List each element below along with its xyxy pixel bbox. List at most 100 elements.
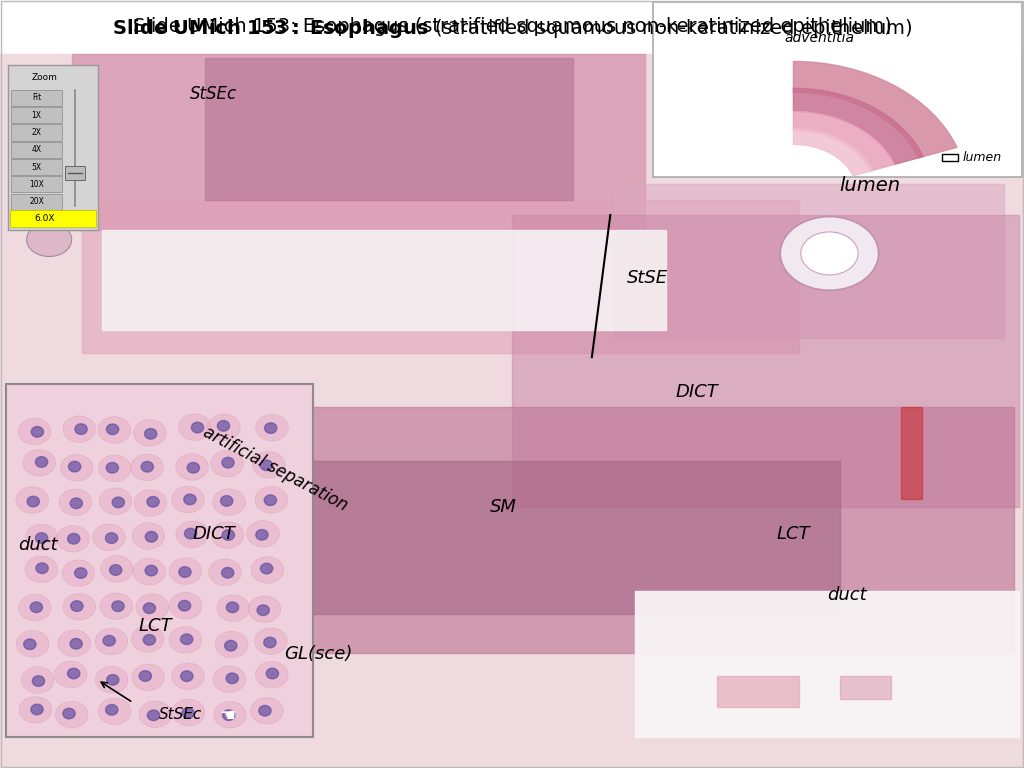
Ellipse shape: [95, 667, 128, 693]
Text: artificial separation: artificial separation: [200, 422, 350, 515]
Ellipse shape: [139, 701, 172, 727]
Ellipse shape: [222, 458, 234, 468]
Ellipse shape: [55, 701, 88, 728]
Text: duct: duct: [18, 536, 58, 554]
Text: Slide UMich 153: Esophagus (stratified squamous non-keratinized epithelium): Slide UMich 153: Esophagus (stratified s…: [132, 17, 892, 36]
Text: duct: duct: [827, 586, 867, 604]
Bar: [942, 154, 958, 161]
Text: lumen: lumen: [963, 151, 1001, 164]
Bar: [901, 407, 922, 499]
Ellipse shape: [71, 601, 83, 611]
Bar: [205, 58, 573, 200]
Ellipse shape: [25, 556, 57, 583]
Ellipse shape: [26, 525, 58, 551]
Ellipse shape: [30, 602, 42, 613]
Ellipse shape: [255, 628, 288, 654]
Ellipse shape: [187, 462, 200, 473]
Ellipse shape: [68, 668, 80, 679]
Ellipse shape: [56, 525, 89, 552]
Ellipse shape: [75, 424, 87, 435]
Ellipse shape: [36, 563, 48, 574]
Wedge shape: [794, 129, 872, 176]
Ellipse shape: [132, 523, 165, 549]
Ellipse shape: [131, 454, 163, 481]
Bar: [11, 177, 61, 193]
Ellipse shape: [98, 455, 131, 482]
Text: LCT: LCT: [776, 525, 810, 543]
Ellipse shape: [23, 449, 55, 476]
Ellipse shape: [255, 486, 288, 513]
Bar: [276, 407, 1014, 653]
Ellipse shape: [131, 626, 164, 652]
Ellipse shape: [57, 630, 90, 657]
Bar: [82, 200, 799, 353]
Ellipse shape: [105, 704, 118, 715]
Ellipse shape: [62, 594, 95, 620]
Ellipse shape: [247, 521, 280, 547]
Text: lumen: lumen: [840, 177, 901, 195]
Text: ☚: ☚: [219, 707, 236, 725]
Ellipse shape: [213, 489, 246, 515]
Ellipse shape: [36, 533, 48, 543]
Ellipse shape: [106, 674, 119, 685]
Ellipse shape: [183, 494, 196, 505]
Bar: [65, 167, 85, 180]
Ellipse shape: [27, 496, 39, 507]
Text: DICT: DICT: [676, 382, 719, 401]
Ellipse shape: [143, 634, 156, 645]
Bar: [11, 142, 61, 158]
Ellipse shape: [248, 596, 281, 622]
Ellipse shape: [172, 486, 205, 513]
Ellipse shape: [106, 462, 119, 473]
Ellipse shape: [145, 565, 158, 576]
Ellipse shape: [54, 661, 87, 687]
Ellipse shape: [215, 631, 248, 657]
Ellipse shape: [213, 666, 246, 693]
Text: StSE: StSE: [627, 269, 668, 287]
Ellipse shape: [141, 462, 154, 472]
Ellipse shape: [211, 521, 244, 548]
Ellipse shape: [251, 557, 284, 583]
Ellipse shape: [60, 455, 93, 481]
Text: 1X: 1X: [32, 111, 42, 120]
Ellipse shape: [98, 698, 131, 724]
Ellipse shape: [147, 710, 160, 720]
Ellipse shape: [18, 594, 51, 621]
Ellipse shape: [75, 568, 87, 578]
Ellipse shape: [145, 531, 158, 542]
Ellipse shape: [260, 563, 272, 574]
Text: 2X: 2X: [32, 128, 42, 137]
Ellipse shape: [257, 605, 269, 615]
Bar: [276, 461, 840, 614]
Text: SM: SM: [489, 498, 516, 516]
Ellipse shape: [62, 416, 95, 442]
Ellipse shape: [224, 641, 237, 651]
Circle shape: [801, 232, 858, 275]
Text: Zoom: Zoom: [32, 73, 57, 82]
Bar: [72, 54, 645, 230]
Bar: [10, 210, 96, 227]
Text: adventitia: adventitia: [784, 31, 854, 45]
Ellipse shape: [180, 634, 193, 644]
Bar: [614, 184, 1004, 338]
Bar: [635, 591, 1019, 737]
Ellipse shape: [110, 564, 122, 575]
Ellipse shape: [134, 490, 167, 516]
Wedge shape: [794, 61, 957, 158]
Text: 4X: 4X: [32, 145, 42, 154]
Ellipse shape: [31, 704, 43, 715]
Ellipse shape: [266, 668, 279, 679]
Wedge shape: [794, 111, 894, 171]
Bar: [653, 2, 1022, 177]
Bar: [11, 90, 61, 106]
Text: GL(sce): GL(sce): [285, 645, 353, 664]
Ellipse shape: [93, 524, 125, 551]
Ellipse shape: [217, 421, 229, 431]
Ellipse shape: [70, 498, 82, 508]
Ellipse shape: [264, 637, 276, 647]
Ellipse shape: [62, 708, 75, 719]
Ellipse shape: [226, 673, 239, 684]
Ellipse shape: [95, 628, 128, 655]
Text: 6.0X: 6.0X: [34, 214, 54, 223]
Bar: [512, 215, 1019, 507]
